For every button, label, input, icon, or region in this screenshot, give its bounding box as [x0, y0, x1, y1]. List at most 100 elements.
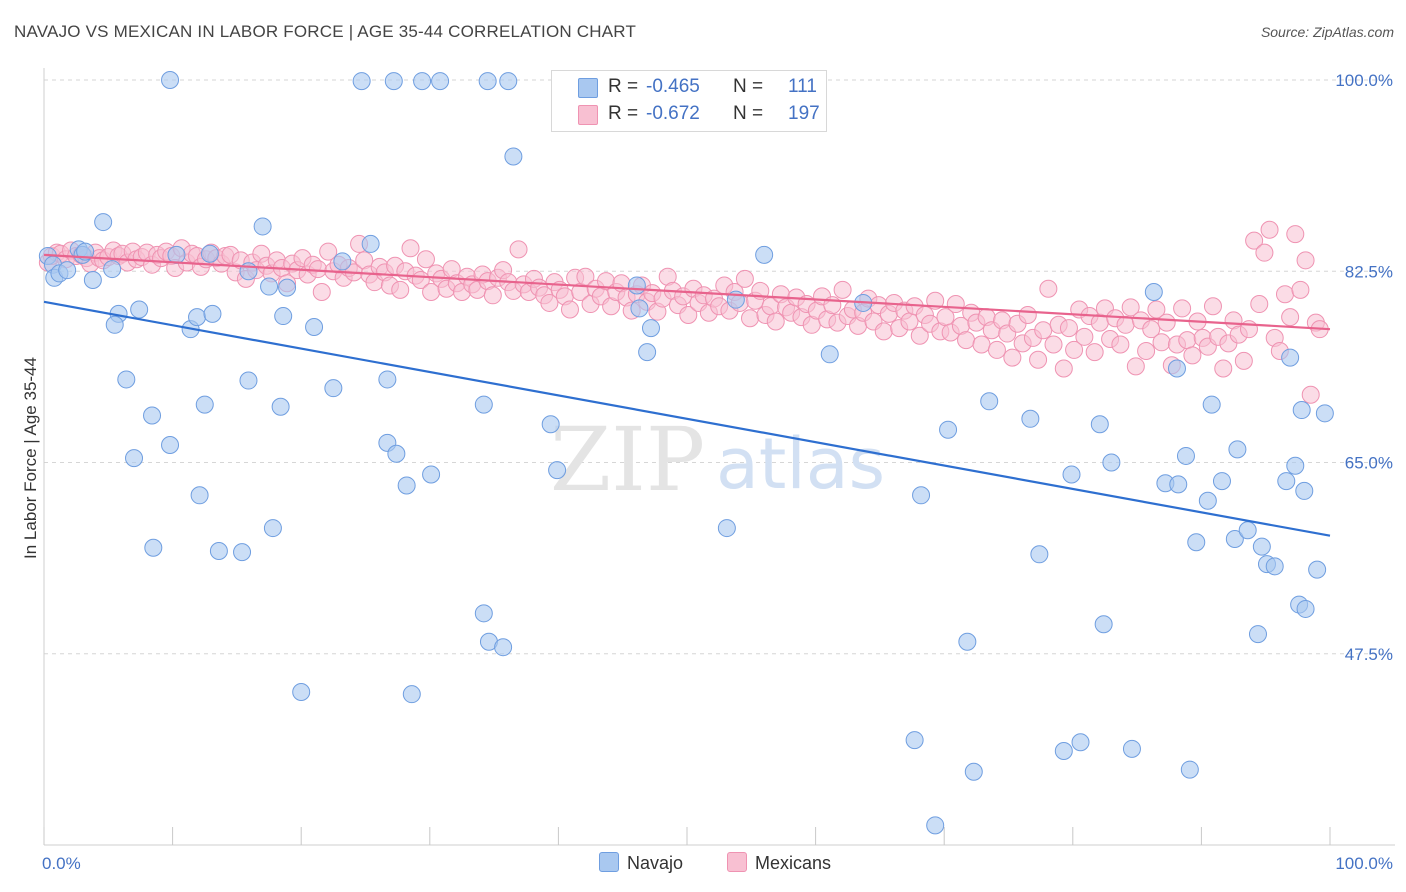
navajo-point [1308, 560, 1327, 579]
navajo-point [378, 370, 397, 389]
navajo-point [144, 538, 163, 557]
watermark-zip: ZIP [550, 408, 705, 511]
navajo-point [239, 371, 258, 390]
navajo-point [117, 370, 136, 389]
mexicans-point [1178, 331, 1197, 350]
mexicans-point [766, 312, 785, 331]
navajo-point [474, 604, 493, 623]
y-tick-label: 47.5% [1345, 645, 1393, 664]
chart-title: NAVAJO VS MEXICAN IN LABOR FORCE | AGE 3… [14, 22, 637, 41]
navajo-point [1295, 481, 1314, 500]
mexicans-point [1116, 315, 1135, 334]
source-label: Source: ZipAtlas.com [1260, 24, 1394, 40]
mexicans-point [308, 260, 327, 279]
navajo-point [964, 762, 983, 781]
navajo-point [200, 244, 219, 263]
navajo-point [638, 343, 657, 362]
mexicans-point [401, 239, 420, 258]
navajo-point [1169, 475, 1188, 494]
navajo-point [820, 345, 839, 364]
navajo-point [717, 519, 736, 538]
navajo-point [103, 260, 122, 279]
mexicans-point [560, 300, 579, 319]
navajo-point [494, 638, 513, 657]
mexicans-swatch [578, 105, 598, 125]
navajo-point [1176, 446, 1195, 465]
navajo-point [1212, 472, 1231, 491]
legend-r-label: R = [608, 76, 639, 97]
mexicans-point [1245, 231, 1264, 250]
navajo-point [195, 395, 214, 414]
mexicans-point [1137, 342, 1156, 361]
navajo-point [630, 299, 649, 318]
mexicans-point [1147, 300, 1166, 319]
navajo-point [263, 519, 282, 538]
mexicans-point [1291, 280, 1310, 299]
legend-n-value: 111 [788, 76, 817, 97]
navajo-point [912, 486, 931, 505]
navajo-point [188, 308, 207, 327]
navajo-point [1228, 440, 1247, 459]
navajo-point [167, 245, 186, 264]
mexicans-point [910, 326, 929, 345]
mexicans-point [1054, 359, 1073, 378]
mexicans-point [1296, 251, 1315, 270]
navajo-point [478, 72, 497, 91]
mexicans-point [1142, 320, 1161, 339]
mexicans-point [987, 340, 1006, 359]
mexicans-point [509, 240, 528, 259]
mexicans-point [1121, 298, 1140, 317]
navajo-point [76, 242, 95, 261]
mexicans-point [1260, 220, 1279, 239]
navajo-point [1296, 599, 1315, 618]
navajo-point [1281, 348, 1300, 367]
mexicans-point [735, 269, 754, 288]
navajo-swatch [578, 78, 598, 98]
navajo-point [271, 397, 290, 416]
navajo-point [278, 278, 297, 297]
mexicans-point [1034, 321, 1053, 340]
navajo-point [1094, 615, 1113, 634]
gridlines [44, 79, 1395, 655]
navajo-point [422, 465, 441, 484]
navajo-legend-label: Navajo [627, 853, 684, 873]
navajo-point [1265, 557, 1284, 576]
navajo-point [324, 379, 343, 398]
navajo-point [627, 276, 646, 295]
mexicans-point [1111, 335, 1130, 354]
navajo-point [1198, 491, 1217, 510]
mexicans-point [1065, 340, 1084, 359]
mexicans-point [957, 331, 976, 350]
navajo-point [1030, 545, 1049, 564]
navajo-point [203, 304, 222, 323]
mexicans-point [1085, 343, 1104, 362]
navajo-point [1248, 625, 1267, 644]
mexicans-point [1183, 346, 1202, 365]
y-tick-label: 82.5% [1345, 262, 1393, 281]
mexicans-point [679, 305, 698, 324]
legend-n-label: N = [733, 103, 764, 124]
navajo-point [1122, 739, 1141, 758]
mexicans-point [1214, 359, 1233, 378]
legend-r-label: R = [608, 103, 639, 124]
navajo-point [387, 444, 406, 463]
navajo-point [1062, 465, 1081, 484]
navajo-point [260, 277, 279, 296]
mexicans-point [1301, 385, 1320, 404]
mexicans-point [312, 283, 331, 302]
navajo-point [905, 731, 924, 750]
mexicans-point [391, 280, 410, 299]
mexicans-point [319, 242, 338, 261]
navajo-point [105, 315, 124, 334]
mexicans-point [1018, 305, 1037, 324]
navajo-point [1187, 533, 1206, 552]
mexicans-point [972, 335, 991, 354]
navajo-point [1054, 742, 1073, 761]
mexicans-point [1126, 357, 1145, 376]
navajo-point [926, 816, 945, 835]
bottom-legend-navajo: Navajo [599, 852, 683, 874]
navajo-point [1225, 530, 1244, 548]
y-tick-label: 65.0% [1345, 454, 1393, 473]
mexicans-point [1039, 279, 1058, 298]
